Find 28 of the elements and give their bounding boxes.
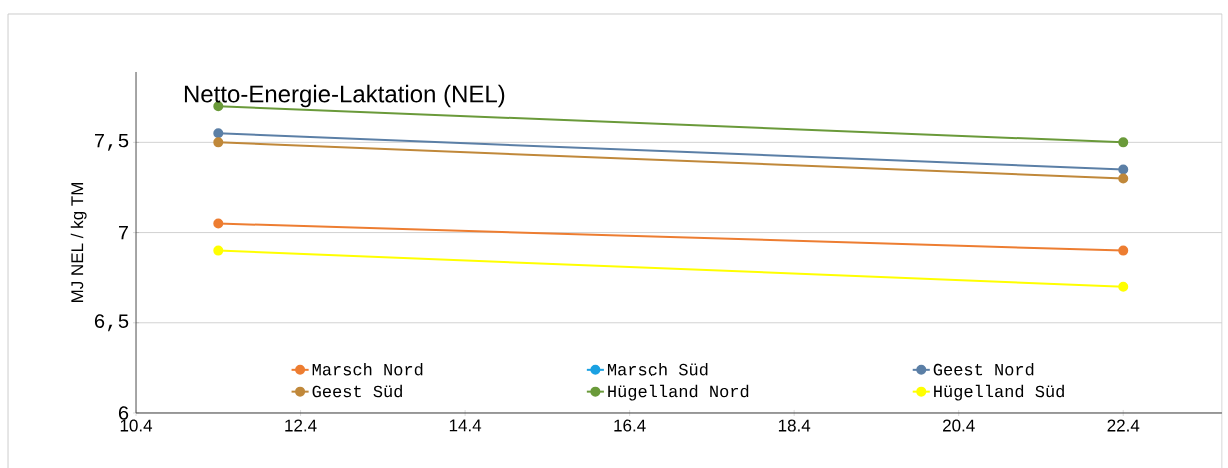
point [1118,245,1129,256]
legend-label: Marsch Süd [607,362,708,376]
legend-label: Geest Süd [312,384,402,398]
y-axis-title: MJ NEL / kg TM [70,182,87,303]
legend-label: Hügelland Süd [934,384,1064,401]
point [213,128,224,139]
x-tick-label: 16.4 [614,419,646,432]
y-tick-label: 7 [119,225,128,240]
y-tick-label: 7,5 [95,134,129,151]
y-tick-label: 6,5 [94,314,129,332]
point [1118,281,1129,292]
x-tick-label: 22.4 [1107,419,1140,432]
x-tick-label: 20.4 [943,419,975,432]
y-tick-label: 6 [118,406,129,420]
point [213,218,224,229]
x-tick-label: 12.4 [285,419,317,432]
x-tick-label: 14.4 [449,419,482,432]
point [213,137,224,148]
point [1118,173,1129,184]
legend-label: Marsch Nord [312,362,423,376]
x-tick-label: 18.4 [778,419,811,432]
x-tick-label: 10.4 [120,419,153,432]
text: Netto-Energie-Laktation (NEL) [184,84,505,108]
legend-label: Hügelland Nord [608,384,749,401]
point [213,245,224,256]
legend-label: Geest Nord [933,362,1034,376]
point [1118,164,1129,175]
point [1118,137,1129,148]
